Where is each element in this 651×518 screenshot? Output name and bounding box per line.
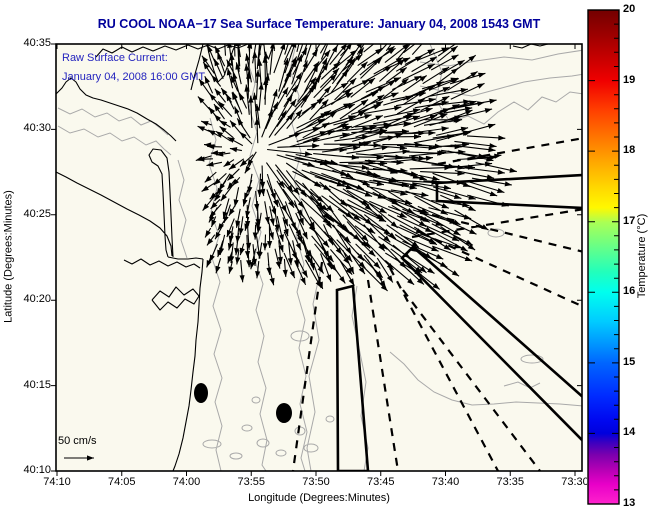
x-tick-label: 74:10 xyxy=(43,476,71,488)
map-background xyxy=(56,44,582,471)
shipping-lanes xyxy=(335,173,582,471)
colorbar-tick-label: 16 xyxy=(623,285,636,298)
colorbar-ticks xyxy=(588,9,619,505)
x-tick-label: 73:30 xyxy=(561,476,587,488)
coastline xyxy=(56,44,549,471)
x-tick-label: 73:55 xyxy=(237,476,266,488)
x-axis-label: Longitude (Degrees:Minutes) xyxy=(248,492,390,504)
colorbar-tick-label: 20 xyxy=(623,3,636,15)
y-tick-label: 40:10 xyxy=(23,464,51,476)
plot-frame xyxy=(55,43,583,472)
y-tick-label: 40:15 xyxy=(23,378,51,391)
colorbar-tick-label: 18 xyxy=(623,144,636,157)
colorbar-gradient xyxy=(588,10,619,504)
colorbar-tick-label: 13 xyxy=(623,497,636,509)
colorbar-tick-label: 15 xyxy=(623,355,636,368)
x-tick-labels: 74:10 74:05 74:00 73:55 73:50 73:45 73:40 73:35… xyxy=(0,474,587,492)
x-tick-label: 73:35 xyxy=(496,476,525,488)
colorbar-tick-label: 19 xyxy=(623,73,636,86)
y-tick-label: 40:30 xyxy=(23,122,51,135)
y-tick-label: 40:35 xyxy=(23,37,51,49)
surface-current-annotation-line2: January 04, 2008 16:00 GMT xyxy=(62,71,206,83)
x-tick-label: 74:05 xyxy=(107,476,136,488)
colorbar-frame xyxy=(587,9,620,505)
surface-current-annotation-line1: Raw Surface Current: xyxy=(62,52,168,64)
x-tick-label: 73:50 xyxy=(302,476,330,488)
x-tick-label: 73:45 xyxy=(366,476,395,488)
station-dots xyxy=(194,383,292,423)
y-tick-label: 40:20 xyxy=(23,293,51,306)
colorbar-label: Temperature (°C) xyxy=(636,213,648,299)
axis-ticks xyxy=(51,43,582,476)
page-title: RU COOL NOAA−17 Sea Surface Temperature:… xyxy=(97,17,541,31)
y-tick-label: 40:25 xyxy=(23,207,51,220)
bathymetry-contours xyxy=(57,44,582,471)
scale-arrow-label: 50 cm/s xyxy=(58,435,97,447)
y-axis-label: Latitude (Degrees:Minutes) xyxy=(2,190,15,323)
colorbar-tick-label: 17 xyxy=(623,214,636,227)
x-tick-label: 74:00 xyxy=(172,476,201,488)
colorbar-tick-label: 14 xyxy=(623,426,636,439)
x-tick-label: 73:40 xyxy=(431,476,460,488)
dashed-lane-boundaries xyxy=(291,137,582,471)
map-layers xyxy=(56,44,582,471)
